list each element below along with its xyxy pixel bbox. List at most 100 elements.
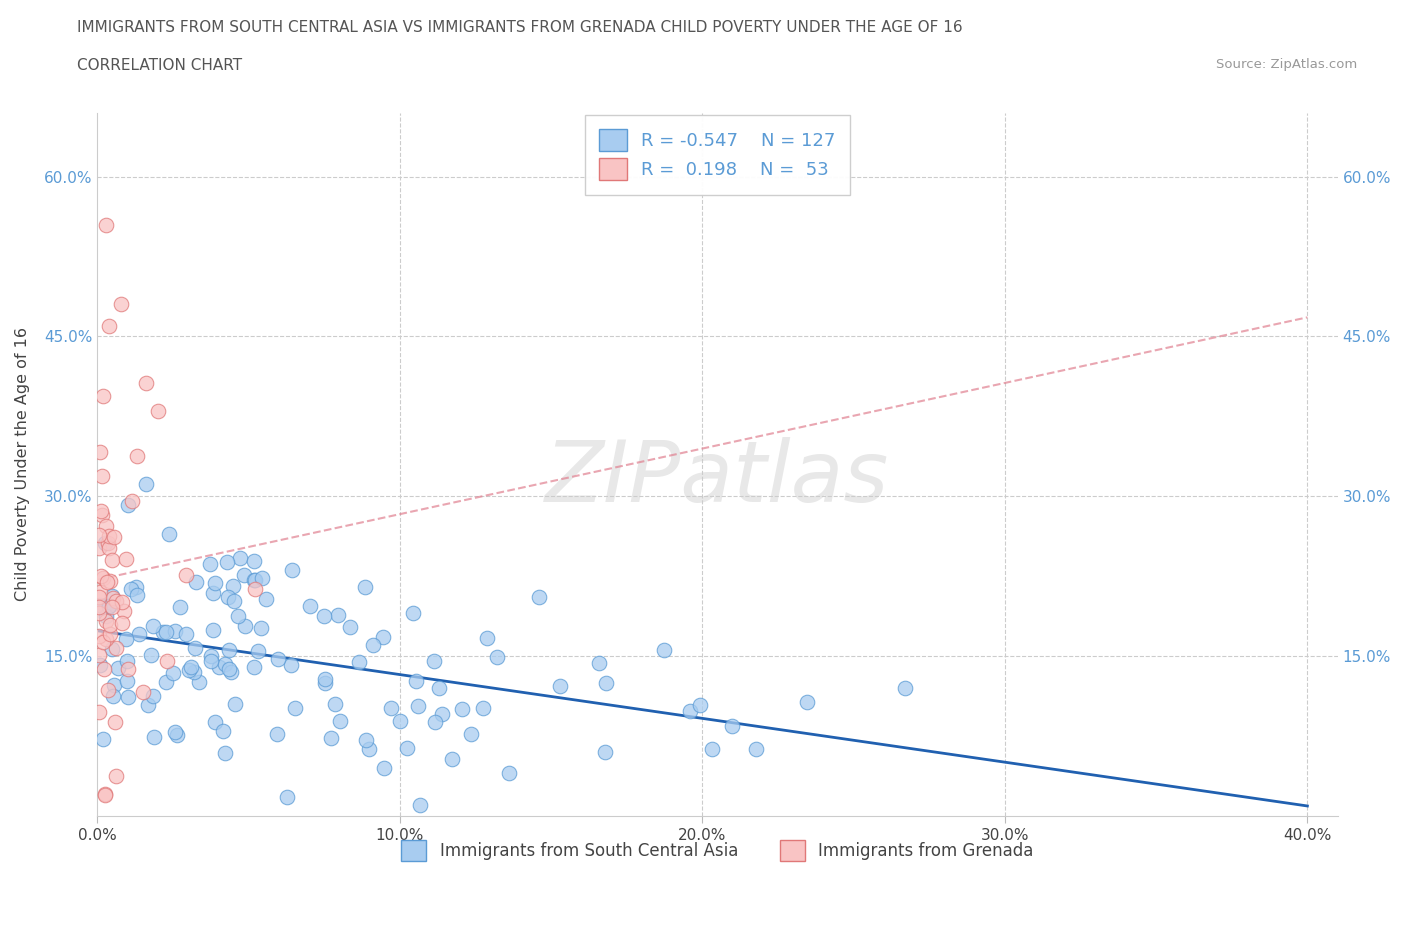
Point [96, 217, 118, 232]
Point [254, 591, 277, 606]
Point [91, 731, 114, 746]
Point [90, 507, 112, 522]
Point [402, 605, 425, 620]
Point [89, 597, 111, 612]
Point [89, 445, 111, 459]
Point [280, 658, 302, 672]
Point [280, 563, 302, 578]
Point [93, 787, 115, 802]
Point [359, 742, 381, 757]
Point [180, 659, 202, 674]
Point [284, 700, 307, 715]
Point [98, 618, 121, 632]
Point [94, 519, 117, 534]
Point [91, 389, 114, 404]
Point [94, 608, 117, 623]
Point [299, 599, 322, 614]
Point [117, 498, 139, 512]
Point [405, 673, 427, 688]
Point [347, 655, 370, 670]
Point [110, 297, 132, 312]
Point [98, 573, 121, 588]
Point [187, 674, 209, 689]
Point [222, 593, 245, 608]
Point [361, 638, 384, 653]
Point [115, 552, 138, 567]
Point [176, 626, 198, 641]
Point [101, 589, 124, 604]
Point [115, 673, 138, 688]
Point [183, 664, 205, 679]
Point [679, 703, 702, 718]
Point [152, 624, 174, 639]
Point [498, 765, 520, 780]
Point [201, 622, 224, 637]
Point [796, 695, 818, 710]
Point [471, 700, 494, 715]
Point [101, 689, 124, 704]
Point [97, 536, 120, 551]
Point [100, 599, 122, 614]
Point [406, 698, 429, 713]
Point [155, 625, 177, 640]
Point [87, 599, 110, 614]
Point [87, 527, 110, 542]
Point [112, 604, 135, 618]
Point [89, 658, 111, 672]
Point [423, 654, 446, 669]
Text: IMMIGRANTS FROM SOUTH CENTRAL ASIA VS IMMIGRANTS FROM GRENADA CHILD POVERTY UNDE: IMMIGRANTS FROM SOUTH CENTRAL ASIA VS IM… [77, 20, 963, 35]
Point [477, 631, 499, 646]
Point [98, 318, 121, 333]
Point [356, 732, 378, 747]
Point [121, 494, 143, 509]
Point [87, 628, 110, 643]
Point [156, 654, 179, 669]
Point [91, 570, 114, 585]
Point [117, 689, 139, 704]
Point [226, 609, 249, 624]
Point [224, 697, 246, 711]
Point [485, 649, 508, 664]
Point [527, 590, 550, 604]
Point [212, 724, 235, 738]
Point [142, 688, 165, 703]
Text: CORRELATION CHART: CORRELATION CHART [77, 58, 242, 73]
Point [165, 624, 187, 639]
Point [450, 701, 472, 716]
Point [689, 698, 711, 712]
Point [143, 730, 166, 745]
Point [321, 731, 343, 746]
Point [217, 554, 239, 569]
Point [380, 700, 402, 715]
Point [157, 526, 180, 541]
Point [104, 768, 127, 783]
Point [267, 652, 290, 667]
Point [100, 627, 122, 642]
Point [90, 569, 112, 584]
Point [204, 714, 226, 729]
Point [548, 679, 571, 694]
Point [125, 448, 148, 463]
Point [91, 634, 114, 649]
Point [894, 681, 917, 696]
Point [174, 567, 197, 582]
Point [103, 530, 125, 545]
Point [128, 627, 150, 642]
Point [427, 680, 450, 695]
Point [198, 557, 221, 572]
Point [142, 618, 165, 633]
Point [135, 376, 157, 391]
Point [214, 657, 236, 671]
Point [721, 718, 744, 733]
Point [101, 591, 124, 605]
Point [89, 605, 111, 620]
Point [219, 664, 242, 679]
Point [169, 600, 191, 615]
Point [97, 540, 120, 555]
Point [329, 714, 352, 729]
Point [98, 598, 121, 613]
Point [132, 684, 155, 699]
Point [353, 579, 375, 594]
Point [373, 761, 395, 776]
Point [745, 741, 768, 756]
